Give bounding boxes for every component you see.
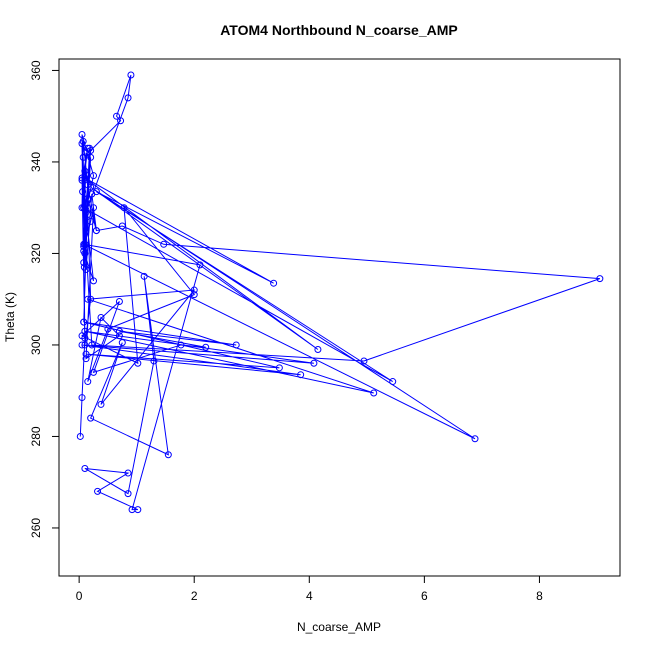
y-tick-label: 260: [29, 518, 43, 538]
x-tick-label: 0: [76, 589, 83, 603]
data-point: [360, 357, 368, 365]
data-point: [124, 94, 132, 102]
data-point: [97, 400, 105, 408]
data-point: [76, 432, 84, 440]
data-point: [84, 378, 92, 386]
x-axis: 0 2 4 6 8: [76, 575, 543, 603]
data-point: [79, 188, 87, 196]
data-point: [134, 359, 142, 367]
data-point: [297, 371, 305, 379]
y-tick-label: 320: [29, 243, 43, 263]
y-tick-label: 360: [29, 60, 43, 80]
data-point: [78, 394, 86, 402]
data-point: [78, 140, 86, 148]
data-point: [118, 339, 126, 347]
data-point: [310, 359, 318, 367]
chart-title: ATOM4 Northbound N_coarse_AMP: [220, 22, 458, 38]
data-point: [94, 487, 102, 495]
data-point: [87, 153, 95, 161]
data-point: [97, 314, 105, 321]
data-point: [164, 451, 172, 459]
data-point: [80, 259, 88, 267]
data-point: [275, 364, 283, 372]
data-point: [81, 167, 89, 175]
data-point: [88, 341, 96, 349]
data-point: [120, 204, 128, 212]
data-point: [190, 291, 198, 299]
data-point: [78, 332, 86, 340]
data-point: [79, 153, 87, 161]
data-point: [190, 286, 198, 294]
data-point: [82, 206, 90, 214]
data-point: [124, 469, 132, 477]
data-point: [202, 343, 210, 351]
data-point: [92, 188, 100, 196]
x-tick-label: 8: [536, 589, 543, 603]
data-point: [117, 117, 125, 125]
x-tick-label: 2: [191, 589, 198, 603]
data-point: [90, 172, 98, 180]
data-point: [80, 204, 88, 212]
data-point: [115, 327, 123, 335]
x-tick-label: 4: [306, 589, 313, 603]
series-line: [79, 74, 601, 511]
data-point: [82, 350, 90, 358]
data-point: [82, 355, 90, 363]
data-point: [87, 295, 95, 303]
data-point: [84, 144, 92, 152]
data-point: [140, 272, 148, 280]
data-point: [81, 174, 89, 182]
series-group: [76, 71, 604, 514]
data-point: [82, 265, 90, 273]
data-point: [270, 279, 278, 287]
data-point: [81, 464, 89, 472]
data-point: [78, 130, 86, 138]
data-point: [314, 346, 322, 354]
y-tick-label: 340: [29, 152, 43, 172]
data-point: [124, 490, 132, 498]
data-point: [196, 261, 204, 269]
data-point: [78, 341, 86, 349]
data-point: [115, 332, 123, 340]
data-point: [80, 318, 88, 326]
data-point: [389, 378, 397, 386]
x-tick-label: 6: [421, 589, 428, 603]
data-point: [115, 297, 123, 305]
data-point: [113, 112, 121, 120]
y-axis: 260 280 300 320 340 360: [29, 60, 60, 538]
data-point: [84, 295, 92, 303]
data-point: [87, 217, 95, 225]
data-point: [90, 368, 98, 376]
data-point: [78, 174, 86, 182]
data-point: [90, 204, 98, 212]
y-tick-label: 280: [29, 426, 43, 446]
data-point: [232, 341, 240, 349]
data-point: [81, 341, 89, 349]
data-point: [87, 414, 95, 422]
data-point: [80, 247, 88, 255]
data-point: [160, 240, 168, 248]
data-point: [127, 71, 135, 79]
y-tick-label: 300: [29, 335, 43, 355]
data-point: [81, 240, 89, 248]
data-point: [118, 222, 126, 230]
x-axis-label: N_coarse_AMP: [297, 620, 381, 634]
data-point: [471, 435, 479, 443]
y-axis-label: Theta (K): [3, 292, 17, 342]
data-point: [92, 227, 100, 235]
data-point: [150, 357, 158, 365]
data-point: [177, 341, 185, 349]
data-point: [84, 195, 92, 203]
data-point: [90, 277, 98, 285]
data-point: [596, 275, 604, 283]
data-point: [87, 183, 95, 191]
data-point: [104, 325, 112, 333]
data-point: [134, 506, 142, 514]
data-point: [370, 389, 378, 397]
